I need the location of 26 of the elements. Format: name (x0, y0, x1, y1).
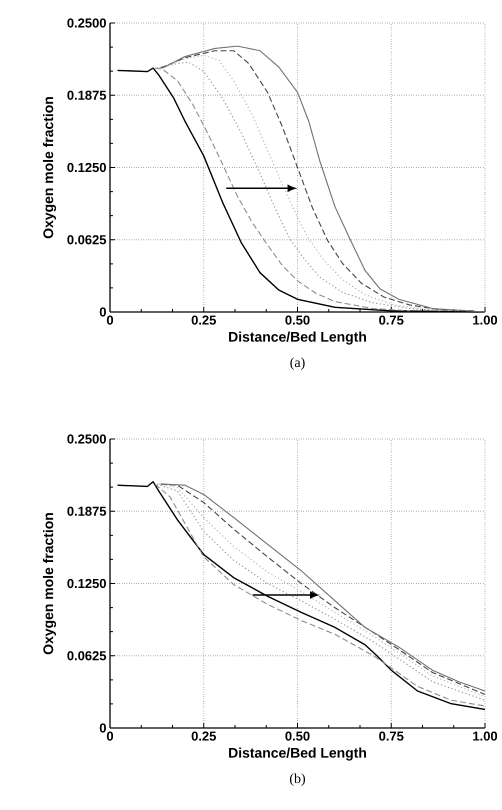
y-tick-label: 0.2500 (67, 434, 106, 444)
x-tick-label: 0.75 (379, 316, 404, 325)
x-tick-label: 0 (106, 316, 114, 325)
text: (b) (290, 773, 306, 786)
y-tick-label: 0.1875 (67, 506, 106, 516)
x-tick-label: 0.50 (285, 316, 310, 325)
y-tick-label: 0 (100, 723, 106, 733)
y-tick-label: 0 (100, 307, 106, 317)
y-tick-label: 0.0625 (67, 651, 106, 660)
x-tick-label: 0 (106, 732, 114, 741)
y-tick-label: 0.1250 (67, 162, 106, 172)
x-tick-label: 0.25 (192, 732, 216, 741)
x-tick-label: 1.00 (473, 316, 498, 325)
x-axis-title: Distance/Bed Length (229, 332, 366, 345)
x-tick-label: 1.00 (473, 732, 498, 741)
y-tick-label: 0.2500 (67, 18, 106, 28)
y-tick-label: 0.0625 (67, 235, 106, 244)
y-axis-title: Oxygen mole fraction (42, 97, 56, 238)
x-tick-label: 0.50 (285, 732, 310, 741)
y-tick-label: 0.1875 (67, 90, 106, 100)
x-axis-title: Distance/Bed Length (229, 748, 366, 761)
text: (a) (290, 357, 305, 370)
x-tick-label: 0.75 (379, 732, 404, 741)
x-tick-label: 0.25 (192, 316, 216, 325)
y-axis-title: Oxygen mole fraction (42, 513, 56, 654)
y-tick-label: 0.1250 (67, 578, 106, 588)
